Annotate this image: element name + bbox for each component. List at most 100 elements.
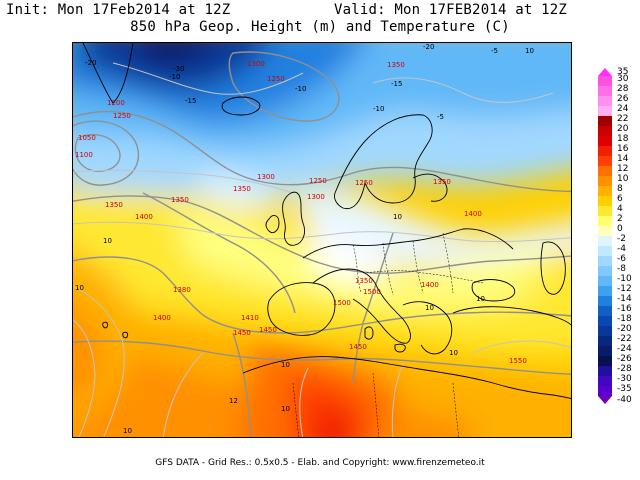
colorbar-segment (598, 386, 612, 396)
colorbar-label: 28 (617, 84, 629, 94)
temperature-contour-label: 10 (425, 304, 434, 312)
weather-map: 1050 1100 1200 1250 1300 1250 1300 1350 1300 1250… (72, 42, 572, 438)
colorbar-segment (598, 176, 612, 186)
colorbar-label: 24 (617, 104, 629, 114)
colorbar-segment (598, 166, 612, 176)
colorbar-segment (598, 246, 612, 256)
colorbar-segment (598, 226, 612, 236)
height-contour-label: 1450 (349, 343, 367, 351)
colorbar-label: -10 (617, 274, 632, 284)
temperature-contour-label: 10 (525, 47, 534, 55)
colorbar-segment (598, 306, 612, 316)
height-contour-label: 1100 (75, 151, 93, 159)
height-contour-label: 1400 (135, 213, 153, 221)
colorbar-label: 30 (617, 74, 629, 84)
temperature-contour-label: -20 (423, 43, 434, 51)
temperature-contour-label: -15 (185, 97, 196, 105)
colorbar-segment (598, 286, 612, 296)
map-subtitle: 850 hPa Geop. Height (m) and Temperature… (130, 19, 510, 35)
colorbar-label: -6 (617, 254, 626, 264)
colorbar-segment (598, 76, 612, 86)
colorbar-top-arrow (598, 68, 612, 76)
colorbar-segment (598, 146, 612, 156)
colorbar-label: 12 (617, 164, 629, 174)
colorbar-segment (598, 206, 612, 216)
colorbar-label: -28 (617, 364, 632, 374)
height-contour-label: 1550 (509, 357, 527, 365)
temperature-colorbar (598, 76, 612, 398)
colorbar-segment (598, 216, 612, 226)
country-borders (292, 232, 484, 437)
colorbar-segment (598, 256, 612, 266)
colorbar-label: 4 (617, 204, 623, 214)
colorbar-segment (598, 126, 612, 136)
colorbar-label: 6 (617, 194, 623, 204)
colorbar-label: 10 (617, 174, 629, 184)
colorbar-label: 20 (617, 124, 629, 134)
colorbar-label: -26 (617, 354, 632, 364)
height-contour-label: 1350 (171, 196, 189, 204)
colorbar-segment (598, 356, 612, 366)
temperature-contour-label: 10 (75, 284, 84, 292)
colorbar-segment (598, 156, 612, 166)
colorbar-label: 26 (617, 94, 629, 104)
height-contour-label: 1300 (257, 173, 275, 181)
colorbar-segment (598, 96, 612, 106)
colorbar-label: 2 (617, 214, 623, 224)
colorbar-segment (598, 86, 612, 96)
colorbar-label: -30 (617, 374, 632, 384)
colorbar-label: -4 (617, 244, 626, 254)
temperature-contour-label: -20 (85, 59, 96, 67)
temperature-contour-label: 10 (476, 295, 485, 303)
colorbar-segment (598, 136, 612, 146)
height-contour-label: 1350 (433, 178, 451, 186)
height-contour-label: 1450 (233, 329, 251, 337)
colorbar-label: 22 (617, 114, 629, 124)
temperature-contour-label: 10 (281, 361, 290, 369)
colorbar-label: 14 (617, 154, 629, 164)
height-contour-label: 1350 (355, 277, 373, 285)
colorbar-segment (598, 316, 612, 326)
colorbar-label: -14 (617, 294, 632, 304)
colorbar-label: -12 (617, 284, 632, 294)
colorbar-segment (598, 346, 612, 356)
temperature-contour-label: -30 (173, 65, 184, 73)
colorbar-label: -16 (617, 304, 632, 314)
temperature-contour-label: 10 (393, 213, 402, 221)
colorbar-label: 0 (617, 224, 623, 234)
colorbar-segment (598, 276, 612, 286)
height-isolines (73, 51, 571, 437)
colorbar-label: -35 (617, 384, 632, 394)
colorbar-segment (598, 366, 612, 376)
height-contour-label: 1450 (259, 326, 277, 334)
height-label-layer: 1050110012001250130012501300135013001250… (75, 60, 527, 365)
height-contour-label: 1400 (421, 281, 439, 289)
height-contour-label: 1350 (105, 201, 123, 209)
height-contour-label: 1250 (113, 112, 131, 120)
colorbar-label: -8 (617, 264, 626, 274)
height-contour-label: 1400 (153, 314, 171, 322)
colorbar-label: -18 (617, 314, 632, 324)
colorbar-segment (598, 326, 612, 336)
height-contour-label: 1300 (307, 193, 325, 201)
temperature-contour-label: -10 (295, 85, 306, 93)
height-contour-label: 1250 (309, 177, 327, 185)
height-contour-label: 1250 (355, 179, 373, 187)
colorbar-label: -24 (617, 344, 632, 354)
colorbar-segment (598, 196, 612, 206)
colorbar-label: -2 (617, 234, 626, 244)
temperature-label-layer: -20-30-10-15-10-15-10-5-20-5101010101012… (75, 43, 534, 435)
height-contour-label: 1200 (107, 99, 125, 107)
colorbar-label: 16 (617, 144, 629, 154)
temperature-contour-label: 10 (103, 237, 112, 245)
height-contour-label: 1050 (78, 134, 96, 142)
colorbar-label: 8 (617, 184, 623, 194)
temperature-contour-label: -5 (437, 113, 444, 121)
height-contour-label: 1350 (233, 185, 251, 193)
height-contour-label: 1250 (267, 75, 285, 83)
colorbar-label: -40 (617, 395, 632, 405)
colorbar-bottom-arrow (598, 396, 612, 404)
colorbar-segment (598, 186, 612, 196)
colorbar-label: -20 (617, 324, 632, 334)
colorbar-segment (598, 296, 612, 306)
